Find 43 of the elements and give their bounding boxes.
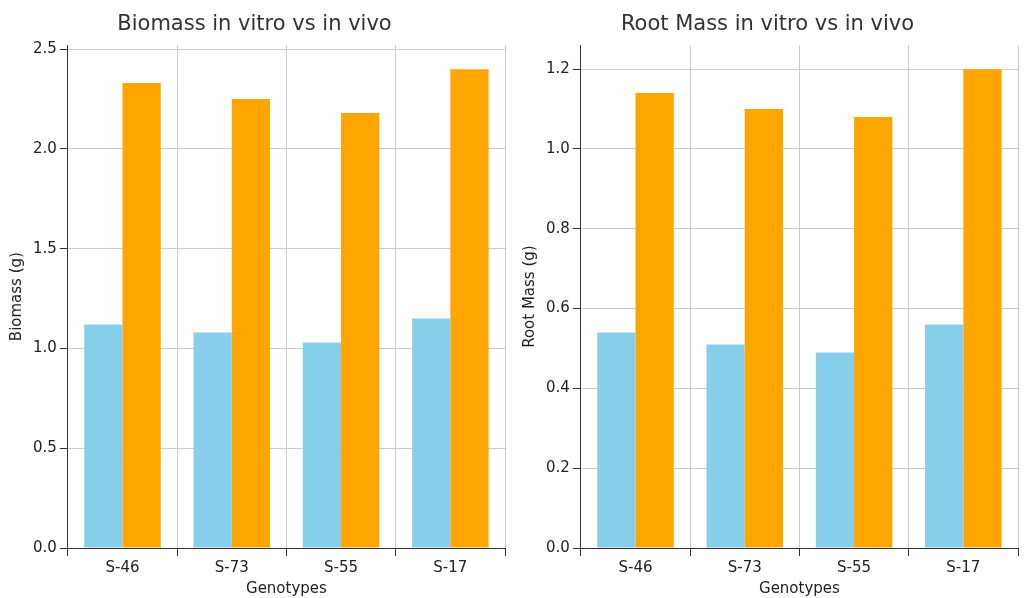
y-axis-title: Root Mass (g) — [519, 245, 538, 348]
y-tick-label: 0.0 — [33, 537, 57, 556]
bar — [597, 332, 636, 548]
bar — [412, 318, 451, 548]
x-tick-label: S-17 — [946, 557, 981, 576]
bar — [302, 342, 342, 548]
x-tick-label: S-46 — [618, 557, 653, 576]
y-tick-label: 2.5 — [33, 39, 57, 58]
bar — [925, 324, 964, 548]
bar — [706, 344, 745, 548]
y-tick-label: 0.8 — [546, 218, 570, 237]
y-tick-label: 1.0 — [33, 338, 57, 357]
x-tick-label: S-55 — [837, 557, 872, 576]
bar — [744, 109, 784, 548]
y-axis-title: Biomass (g) — [6, 252, 25, 342]
x-tick-label: S-17 — [433, 557, 468, 576]
x-tick-label: S-73 — [727, 557, 762, 576]
y-tick-label: 0.5 — [33, 438, 57, 457]
x-axis-title: Genotypes — [759, 578, 841, 597]
y-tick-label: 0.0 — [546, 537, 570, 556]
y-tick-label: 0.4 — [546, 378, 570, 397]
y-tick-label: 2.0 — [33, 138, 57, 157]
bar — [815, 352, 855, 548]
bar — [341, 113, 380, 548]
x-tick-label: S-73 — [214, 557, 249, 576]
y-tick-label: 1.5 — [33, 238, 57, 257]
y-tick-label: 0.6 — [546, 298, 570, 317]
y-tick-label: 0.2 — [546, 458, 570, 477]
bar — [854, 117, 893, 548]
x-tick-label: S-46 — [105, 557, 140, 576]
bar — [450, 69, 489, 548]
bar — [193, 332, 232, 548]
x-axis-title: Genotypes — [246, 578, 328, 597]
chart-title: Root Mass in vitro vs in vivo — [620, 11, 915, 36]
bar — [963, 69, 1002, 548]
bar — [122, 83, 161, 548]
y-tick-label: 1.0 — [546, 138, 570, 157]
bar — [635, 93, 674, 548]
bar — [84, 324, 123, 548]
chart-title: Biomass in vitro vs in vivo — [117, 11, 392, 36]
bar — [231, 99, 271, 548]
x-tick-label: S-55 — [324, 557, 359, 576]
y-tick-label: 1.2 — [546, 59, 570, 78]
